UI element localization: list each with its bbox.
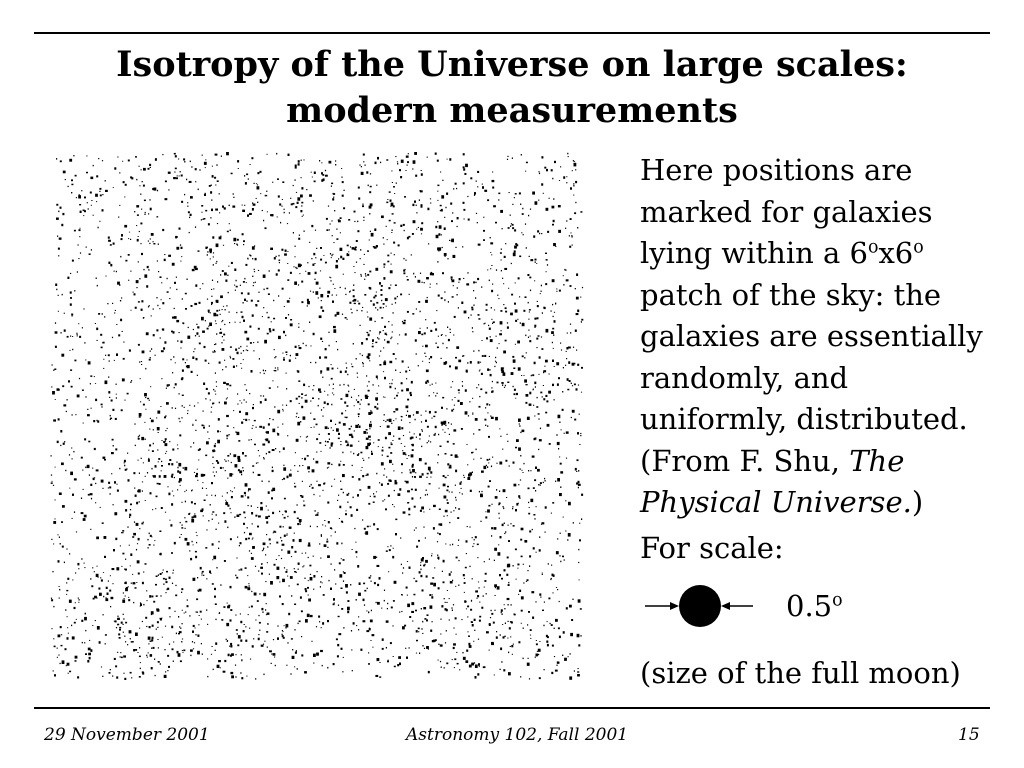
moon-disc-icon — [679, 585, 721, 627]
description-line-1: Here positions are — [640, 153, 913, 187]
scale-label: For scale: — [640, 531, 784, 565]
citation-end: ) — [911, 485, 924, 519]
description-line-3: lying within a 6ox6o — [640, 233, 1000, 275]
book-title-part-1: The — [849, 443, 905, 478]
description-line-8: (From F. Shu, The — [640, 441, 1000, 483]
slide-title: Isotropy of the Universe on large scales… — [116, 44, 908, 131]
scale-degree-symbol: o — [832, 590, 843, 611]
scale-value: 0.5o — [786, 586, 843, 626]
scale-value-number: 0.5 — [786, 589, 833, 623]
description-line-7: uniformly, distributed. — [640, 402, 968, 436]
top-rule — [34, 32, 990, 34]
degree-symbol-2: o — [913, 237, 924, 258]
galaxy-scatter-plot — [50, 152, 584, 680]
book-title-part-2: Physical Universe. — [640, 485, 912, 519]
citation-start: (From F. Shu, — [640, 443, 850, 478]
description-text: Here positions are marked for galaxies l… — [640, 150, 1000, 524]
degree-symbol-1: o — [867, 237, 879, 258]
description-line-3-mid: x6 — [878, 236, 914, 270]
description-line-6: randomly, and — [640, 360, 849, 395]
description-line-2: marked for galaxies — [640, 194, 933, 229]
footer-course: Astronomy 102, Fall 2001 — [406, 725, 629, 745]
description-line-9: Physical Universe.) — [640, 482, 1000, 524]
description-line-5: galaxies are essentially — [640, 319, 983, 353]
left-arrowhead-icon — [670, 602, 679, 610]
footer-page-number: 15 — [958, 725, 980, 745]
description-line-4: patch of the sky: the — [640, 277, 942, 312]
footer-date: 29 November 2001 — [44, 725, 210, 745]
moon-size-note: (size of the full moon) — [640, 656, 961, 690]
bottom-rule — [34, 707, 990, 709]
description-line-3-start: lying within a 6 — [640, 236, 868, 270]
right-arrowhead-icon — [721, 602, 730, 610]
galaxy-distribution-image — [50, 152, 584, 680]
moon-scale-diagram — [645, 585, 753, 627]
